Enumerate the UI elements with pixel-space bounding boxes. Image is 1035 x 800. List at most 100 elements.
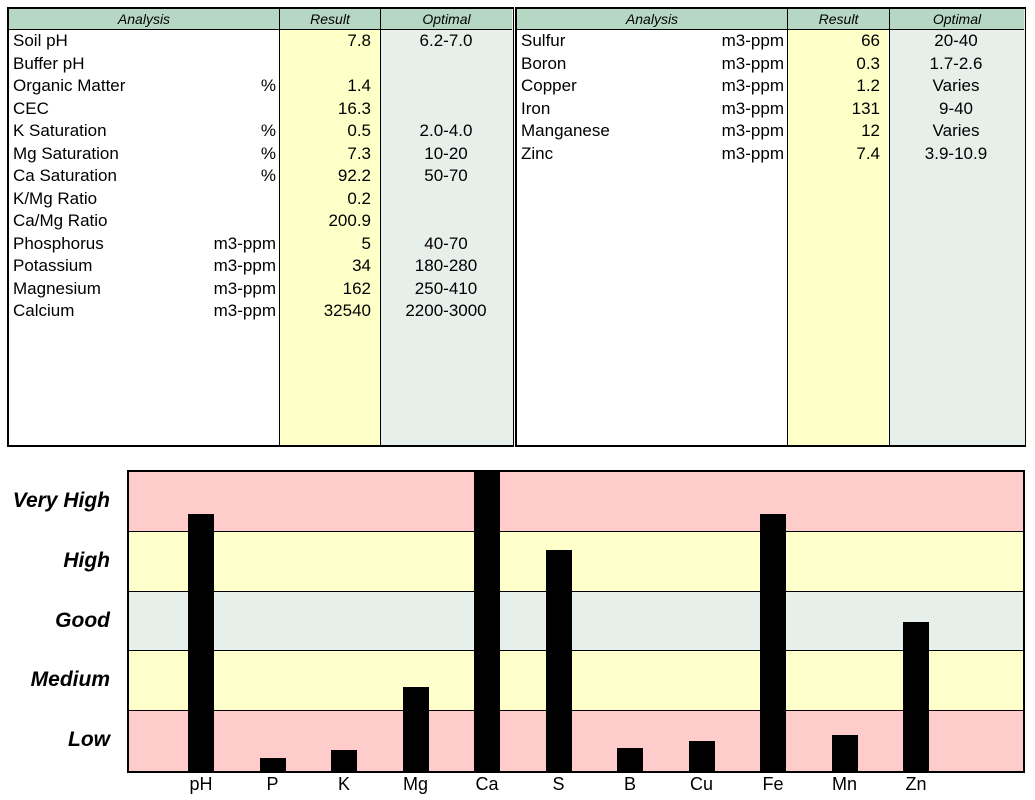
band-label: High — [63, 548, 110, 572]
category-label: Cu — [689, 774, 713, 794]
table-row: Organic Matter% 1.4 — [9, 75, 512, 98]
result-value: 16.3 — [337, 98, 371, 118]
header-analysis: Analysis — [9, 9, 279, 29]
category-label: Mg — [402, 774, 428, 794]
nutrient-level-chart — [127, 470, 1025, 773]
optimal-range: 2200-3000 — [405, 301, 487, 320]
analyte-name: Manganese — [521, 121, 610, 140]
table-row: Boron m3-ppm 0.3 1.7-2.6 — [517, 53, 1024, 76]
header-result: Result — [279, 9, 380, 29]
category-label: Ca — [475, 774, 499, 794]
analyte-name: Copper — [521, 76, 577, 95]
bar-zn — [903, 621, 929, 771]
table-row: Copper m3-ppm 1.2 Varies — [517, 75, 1024, 98]
category-label: Mn — [831, 774, 857, 794]
analyte-name: Mg Saturation — [13, 143, 119, 163]
band-medium — [129, 651, 1023, 712]
result-value: 32540 — [323, 301, 371, 320]
table-header: Analysis Result Optimal — [517, 9, 1024, 30]
optimal-range: Varies — [932, 76, 980, 95]
optimal-range: 10-20 — [424, 143, 468, 163]
table-row: Iron m3-ppm 131 9-40 — [517, 98, 1024, 121]
band-high — [129, 531, 1023, 592]
result-value: 5 — [361, 233, 371, 253]
table-rows: Sulfur m3-ppm 66 20-40 Boron m3-ppm 0.3 1.7-2.6… — [517, 30, 1024, 165]
analyte-name: Soil pH — [13, 31, 68, 50]
result-value: 1.2 — [856, 76, 880, 95]
band-label: Low — [68, 728, 110, 752]
analysis-table-right: Analysis Result Optimal Sulfur m3-ppm 66 20… — [515, 7, 1026, 447]
result-column — [279, 9, 380, 445]
optimal-range: 9-40 — [938, 98, 974, 118]
analyte-unit: m3-ppm — [721, 121, 784, 140]
header-analysis: Analysis — [517, 9, 787, 29]
result-value: 66 — [861, 31, 880, 50]
bar-ca — [474, 472, 500, 771]
bar-ph — [188, 513, 214, 771]
analyte-unit: % — [260, 121, 276, 140]
analyte-unit: m3-ppm — [721, 76, 784, 95]
table-row: Phosphorus m3-ppm 5 40-70 — [9, 233, 512, 256]
table-row: K/Mg Ratio 0.2 — [9, 188, 512, 211]
optimal-range: 50-70 — [424, 166, 468, 185]
table-row: Soil pH 7.8 6.2-7.0 — [9, 30, 512, 53]
optimal-range: 1.7-2.6 — [929, 53, 983, 73]
result-value: 7.8 — [347, 31, 371, 50]
bar-fe — [760, 513, 786, 771]
analyte-unit: m3-ppm — [721, 31, 784, 50]
bar-p — [259, 757, 286, 771]
optimal-column — [889, 9, 1025, 445]
bar-k — [331, 750, 357, 771]
analyte-name: Calcium — [13, 301, 75, 320]
category-label: K — [337, 774, 350, 794]
analyte-name: Organic Matter — [13, 76, 126, 95]
analyte-unit: % — [260, 76, 276, 95]
header-optimal: Optimal — [380, 9, 512, 29]
analyte-unit: m3-ppm — [721, 98, 784, 118]
analyte-name: Iron — [521, 98, 551, 118]
optimal-range: 180-280 — [414, 256, 478, 275]
result-value: 7.3 — [347, 143, 371, 163]
band-very-high — [129, 472, 1023, 532]
bar-mn — [831, 735, 858, 771]
analyte-unit: m3-ppm — [213, 278, 276, 298]
table-rows: Soil pH 7.8 6.2-7.0 Buffer pH Organic Matter… — [9, 30, 512, 323]
result-column — [787, 9, 888, 445]
result-value: 162 — [342, 278, 371, 298]
analyte-name: CEC — [13, 98, 49, 118]
optimal-range: Varies — [932, 121, 980, 140]
category-label: B — [623, 774, 636, 794]
table-row: Mg Saturation% 7.3 10-20 — [9, 143, 512, 166]
band-label: Very High — [12, 488, 110, 512]
optimal-range: 3.9-10.9 — [924, 143, 988, 163]
optimal-range: 20-40 — [934, 31, 978, 50]
table-row: Sulfur m3-ppm 66 20-40 — [517, 30, 1024, 53]
analyte-unit: m3-ppm — [213, 233, 276, 253]
result-value: 200.9 — [328, 211, 371, 230]
band-label: Good — [55, 608, 110, 632]
table-row: Ca Saturation% 92.2 50-70 — [9, 165, 512, 188]
bar-s — [545, 549, 572, 771]
header-optimal: Optimal — [889, 9, 1024, 29]
header-result: Result — [787, 9, 889, 29]
analyte-unit: % — [260, 166, 276, 185]
table-row: K Saturation% 0.5 2.0-4.0 — [9, 120, 512, 143]
analyte-name: Boron — [521, 53, 567, 73]
analyte-unit: % — [260, 143, 276, 163]
analyte-name: Buffer pH — [13, 53, 85, 73]
result-value: 0.2 — [347, 188, 371, 208]
table-row: Potassium m3-ppm 34 180-280 — [9, 255, 512, 278]
result-value: 131 — [851, 98, 880, 118]
analyte-unit: m3-ppm — [721, 143, 784, 163]
bar-b — [617, 748, 643, 771]
result-value: 0.5 — [347, 121, 371, 140]
analysis-table-left: Analysis Result Optimal Soil pH 7.8 6.2-7.… — [7, 7, 514, 447]
optimal-range: 40-70 — [424, 233, 468, 253]
table-row: CEC 16.3 — [9, 98, 512, 121]
analyte-unit: m3-ppm — [213, 256, 276, 275]
analyte-name: Ca/Mg Ratio — [13, 211, 108, 230]
analyte-name: Potassium — [13, 256, 93, 275]
result-value: 34 — [352, 256, 371, 275]
bar-mg — [402, 687, 429, 771]
category-label: S — [552, 774, 565, 794]
